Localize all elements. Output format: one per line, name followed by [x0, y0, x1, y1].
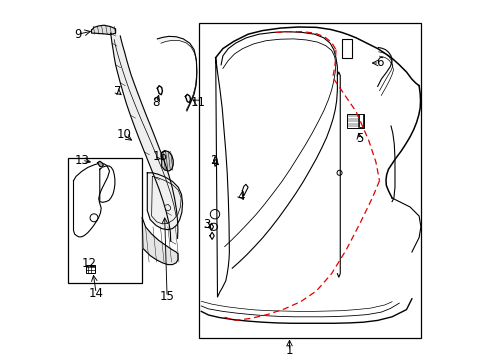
Bar [346, 114, 364, 128]
Text: 10: 10 [116, 129, 131, 141]
Polygon shape [162, 150, 173, 171]
Polygon shape [147, 173, 182, 230]
Text: 2: 2 [210, 154, 217, 167]
Bar [358, 114, 363, 127]
Text: 3: 3 [203, 219, 210, 231]
Text: 9: 9 [74, 28, 82, 41]
Polygon shape [91, 25, 115, 35]
Text: 14: 14 [88, 287, 103, 300]
Text: 11: 11 [190, 96, 205, 109]
Text: 8: 8 [152, 96, 160, 109]
Bar [199, 23, 420, 338]
Bar [68, 158, 142, 283]
Bar [341, 39, 351, 58]
Bar [86, 265, 95, 273]
Text: 13: 13 [74, 154, 89, 167]
Text: 5: 5 [355, 132, 363, 145]
Text: 4: 4 [237, 190, 244, 203]
Text: 15: 15 [160, 291, 174, 303]
Text: 16: 16 [152, 150, 167, 163]
Text: 7: 7 [114, 85, 122, 98]
Text: 12: 12 [81, 257, 96, 270]
Polygon shape [157, 36, 197, 111]
Polygon shape [98, 161, 103, 167]
Text: 6: 6 [375, 57, 383, 69]
Polygon shape [110, 33, 178, 241]
Text: 1: 1 [285, 345, 293, 357]
Polygon shape [142, 218, 178, 265]
